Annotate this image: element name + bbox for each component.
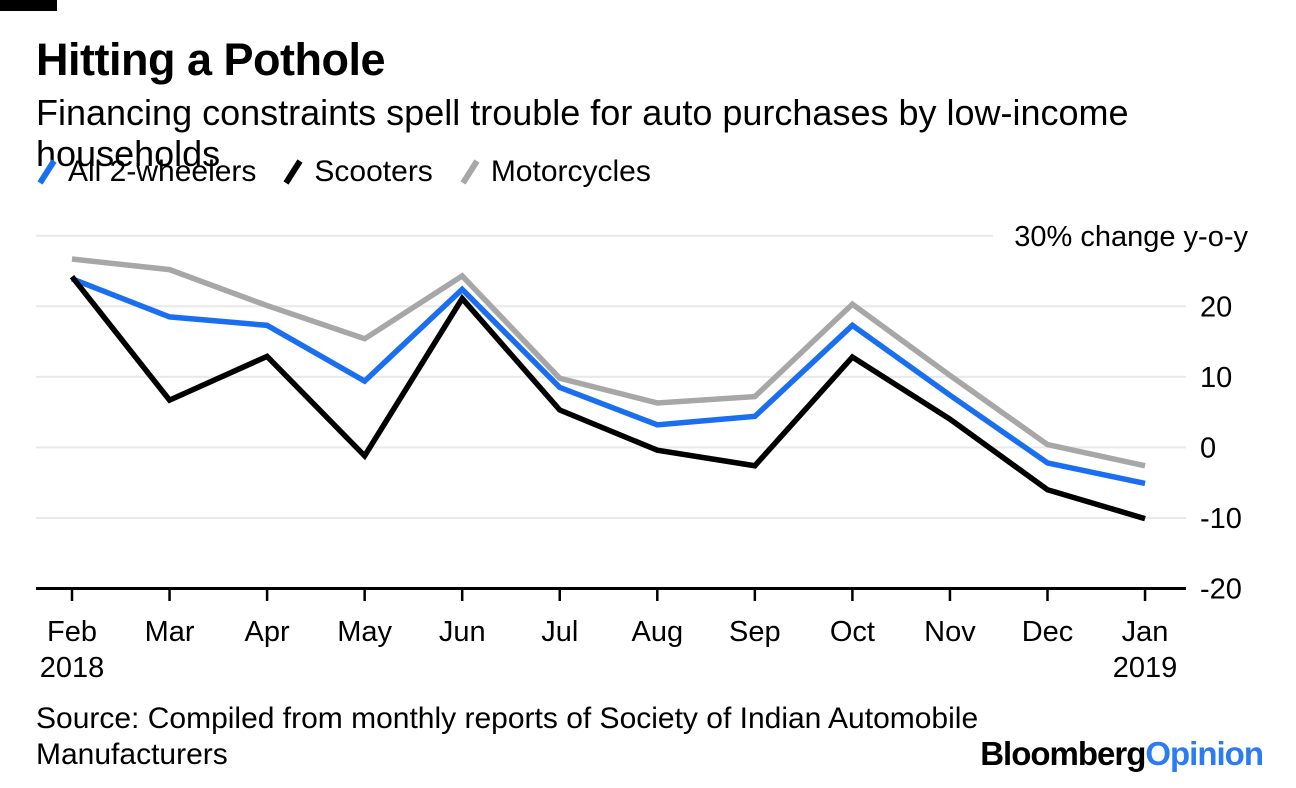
logo-bloomberg: Bloomberg xyxy=(980,735,1146,772)
x-axis-label: Sep xyxy=(729,616,781,648)
legend-item: All 2-wheelers xyxy=(36,157,256,187)
x-axis-year-label: 2019 xyxy=(1113,652,1178,684)
x-axis-label: Dec xyxy=(1022,616,1074,648)
x-axis-label: Jan xyxy=(1122,616,1169,648)
legend-slash-icon xyxy=(37,159,57,185)
y-axis-label: 20 xyxy=(1200,291,1232,323)
x-axis-label: Feb xyxy=(47,616,97,648)
chart-legend: All 2-wheelers Scooters Motorcycles xyxy=(36,154,651,190)
y-axis-label: -20 xyxy=(1200,574,1242,606)
series-line-all-2-wheelers xyxy=(70,276,1146,487)
y-axis-label: 0 xyxy=(1200,432,1216,464)
legend-slash-icon xyxy=(460,159,480,185)
legend-slash-icon xyxy=(283,159,303,185)
brand-accent-bar xyxy=(0,0,57,11)
series-line-scooters xyxy=(69,274,1146,522)
legend-item: Scooters xyxy=(282,155,433,188)
x-axis-label: Nov xyxy=(924,616,976,648)
legend-slash-stroke xyxy=(460,159,480,185)
legend-label: Motorcycles xyxy=(490,155,651,188)
logo-opinion: Opinion xyxy=(1145,735,1264,772)
source-note: Source: Compiled from monthly reports of… xyxy=(36,702,979,771)
series-line-motorcycles xyxy=(71,256,1146,469)
legend-slash-stroke xyxy=(283,159,303,185)
legend-label: All 2-wheelers xyxy=(68,155,257,188)
bloomberg-opinion-logo: BloombergOpinion xyxy=(980,735,1264,773)
legend-item: Motorcycles xyxy=(459,157,651,187)
legend-slash-stroke xyxy=(37,159,57,185)
x-axis-label: Apr xyxy=(245,616,290,648)
x-axis-label: Oct xyxy=(830,616,875,648)
x-axis-label: Aug xyxy=(631,616,683,648)
x-axis-label: Mar xyxy=(145,616,195,648)
y-axis-label: -10 xyxy=(1200,503,1242,535)
y-axis-label: 10 xyxy=(1200,362,1232,394)
legend-label: Scooters xyxy=(314,155,433,188)
x-axis-label: May xyxy=(337,616,392,648)
chart-title: Hitting a Pothole xyxy=(36,34,385,85)
x-axis-year-label: 2018 xyxy=(40,652,105,684)
chart-subtitle: Financing constraints spell trouble for … xyxy=(36,92,1129,175)
y-axis-title: 30% change y-o-y xyxy=(1014,221,1248,253)
x-axis-label: Jun xyxy=(439,616,486,648)
x-axis-label: Jul xyxy=(541,616,578,648)
